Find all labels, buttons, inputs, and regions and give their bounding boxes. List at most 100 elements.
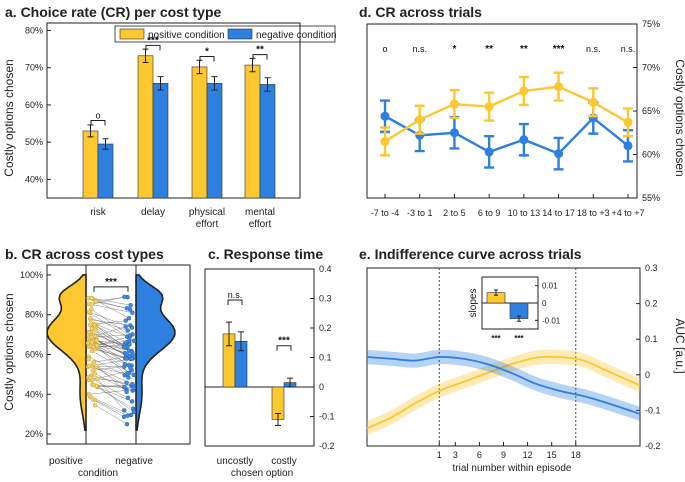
y-tick-label: 50% — [25, 137, 43, 147]
subject-dot-positive — [86, 309, 92, 315]
y-tick-label: 0.3 — [645, 263, 658, 273]
y-tick-label: 20% — [25, 429, 43, 439]
panel-e-xlabel: trial number within episode — [453, 463, 572, 474]
panel-a-legend: positive condition negative condition — [114, 25, 337, 43]
y-tick-label: 0 — [319, 382, 324, 392]
x-tick-label: -3 to 1 — [407, 208, 433, 218]
subject-dot-negative — [130, 352, 136, 358]
x-tick-label: physical — [189, 207, 225, 218]
x-tick-label: 15 — [547, 450, 557, 460]
subject-dot-positive — [87, 363, 92, 368]
panel-c-title: c. Response time — [208, 246, 323, 262]
subject-dot-negative — [123, 340, 129, 345]
panel-a-frame — [46, 22, 301, 199]
data-point — [484, 147, 494, 157]
panel-a-chart: Costly options chosen positive condition… — [2, 22, 337, 230]
subject-dot-negative — [125, 395, 131, 401]
violin-negative — [135, 274, 176, 431]
subject-dot-positive — [95, 376, 100, 381]
y-tick-label: 60% — [25, 100, 43, 110]
subject-dot-positive — [88, 316, 93, 321]
panel-d-chart: Costly options chosen 55% 60% 65% 70% 75% -7 … — [366, 19, 685, 218]
subject-line — [93, 384, 125, 388]
subject-dot-negative — [128, 412, 134, 418]
subject-dot-negative — [123, 324, 128, 329]
panel-b-xlabel: condition — [78, 468, 118, 479]
subject-dot-positive — [91, 359, 97, 365]
error-bar — [211, 76, 218, 91]
subject-dot-positive — [91, 344, 96, 350]
panel-e-ylabel: AUC [a.u.] — [673, 318, 685, 373]
subject-dot-negative — [127, 333, 133, 338]
data-point — [554, 82, 564, 92]
subject-dot-negative — [125, 328, 130, 333]
data-point — [554, 149, 564, 159]
subject-line — [92, 398, 125, 418]
subject-dot-negative — [131, 338, 137, 343]
subject-dot-negative — [122, 294, 127, 299]
confidence-band — [367, 349, 640, 422]
data-point — [519, 135, 529, 145]
y-tick-label: 40% — [25, 174, 43, 184]
inset-error-bar — [494, 289, 498, 296]
subject-dot-positive — [91, 382, 97, 388]
subject-dot-positive — [94, 343, 100, 348]
significance-label: ** — [485, 44, 493, 55]
subject-line — [95, 296, 128, 302]
subject-dot-negative — [123, 318, 128, 323]
subject-line — [94, 399, 128, 416]
significance-label: n.s. — [228, 290, 243, 300]
subject-dot-positive — [89, 295, 94, 301]
subject-line — [91, 297, 131, 306]
inset-y-tick-label: 0.01 — [542, 282, 558, 291]
panel-b-chart: Costly options chosen condition 20% 40% 60… — [2, 264, 191, 479]
y-tick-label: 40% — [25, 389, 43, 399]
subject-dot-positive — [93, 299, 99, 304]
significance-label: *** — [147, 35, 159, 46]
subject-dot-positive — [90, 368, 95, 373]
y-tick-label: 0.4 — [319, 264, 332, 274]
significance-label: o — [95, 111, 100, 121]
x-tick-label: 3 — [453, 450, 458, 460]
subject-dot-positive — [94, 338, 100, 343]
subject-line — [90, 317, 128, 331]
y-tick-label: 75% — [642, 19, 660, 29]
error-bar — [264, 77, 271, 92]
bar-negative — [259, 84, 276, 199]
panel-e-title: e. Indifference curve across trials — [359, 246, 582, 262]
subject-line — [95, 325, 127, 343]
y-tick-label: 0.2 — [645, 299, 658, 309]
y-tick-label: 60% — [642, 150, 660, 160]
data-point — [588, 97, 598, 107]
y-tick-label: 0 — [645, 370, 650, 380]
x-tick-label: costly — [271, 456, 297, 467]
y-tick-label: 70% — [642, 63, 660, 73]
panel-c-frame — [204, 268, 315, 447]
panel-e-chart: AUC [a.u.] trial number within episode 0… — [366, 263, 685, 474]
significance-label: *** — [278, 336, 290, 347]
significance-label: * — [452, 44, 456, 55]
inset-y-tick-label: 0 — [542, 299, 547, 308]
legend-positive-label: positive condition — [148, 30, 225, 41]
subject-line — [97, 378, 125, 411]
subject-dot-negative — [122, 408, 127, 413]
subject-dot-positive — [90, 396, 95, 402]
subject-dots-positive — [85, 295, 100, 408]
significance-bracket — [199, 56, 215, 62]
legend-positive-swatch — [119, 28, 145, 40]
subject-dot-negative — [129, 356, 134, 361]
panel-d-ylabel: Costly options chosen — [673, 59, 685, 176]
subject-dot-negative — [122, 384, 127, 390]
error-bar — [226, 321, 232, 347]
x-tick-label: 18 — [571, 450, 581, 460]
x-tick-label: mental — [245, 207, 275, 218]
significance-label: *** — [105, 277, 117, 288]
subject-dot-negative — [131, 385, 136, 391]
subject-line — [95, 301, 127, 309]
bar-negative — [206, 83, 223, 199]
x-tick-label: 12 — [523, 450, 533, 460]
subject-dot-negative — [129, 325, 135, 330]
panel-c-xlabel: chosen option — [231, 468, 293, 479]
subject-dot-negative — [126, 315, 132, 321]
